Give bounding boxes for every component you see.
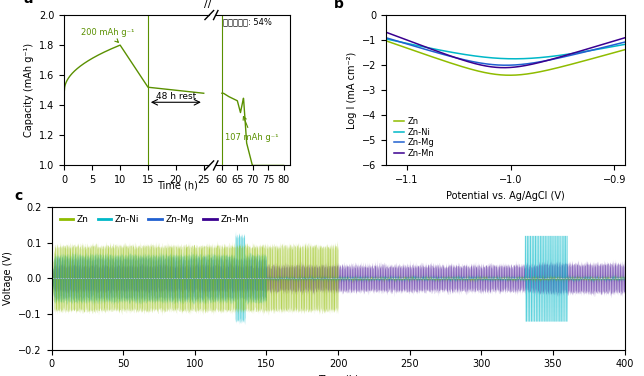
Zn <box>538 69 545 74</box>
Text: c: c <box>14 189 23 203</box>
Zn <box>560 64 568 68</box>
Zn-Ni <box>526 56 533 61</box>
Text: //: // <box>204 0 212 9</box>
Line: Zn-Mn: Zn-Mn <box>386 32 625 68</box>
Zn <box>526 71 533 76</box>
Zn-Mn <box>538 60 545 64</box>
Zn-Mn <box>526 62 533 67</box>
Y-axis label: Log I (mA cm⁻²): Log I (mA cm⁻²) <box>346 52 357 129</box>
X-axis label: Potential vs. Ag/AgCl (V): Potential vs. Ag/AgCl (V) <box>446 191 565 201</box>
Zn-Mg <box>383 36 390 40</box>
Text: 200 mAh g⁻¹: 200 mAh g⁻¹ <box>81 27 135 42</box>
Zn-Mg <box>502 63 510 67</box>
Zn-Mg <box>560 55 568 59</box>
Zn-Ni <box>511 56 518 61</box>
Zn <box>506 73 513 77</box>
Zn-Mg <box>526 61 533 66</box>
Zn-Mn <box>500 65 508 70</box>
Zn-Mn <box>473 62 481 67</box>
Legend: Zn, Zn-Ni, Zn-Mg, Zn-Mn: Zn, Zn-Ni, Zn-Mg, Zn-Mn <box>56 211 252 227</box>
Zn <box>578 59 586 64</box>
Line: Zn-Mg: Zn-Mg <box>386 38 625 65</box>
Zn-Ni <box>538 55 545 60</box>
Zn-Mn <box>383 30 390 35</box>
Zn <box>621 47 629 52</box>
Zn <box>383 39 390 43</box>
Zn <box>426 54 433 58</box>
Y-axis label: Voltage (V): Voltage (V) <box>3 251 13 305</box>
Zn-Mg <box>538 59 545 64</box>
Zn-Ni <box>383 37 390 41</box>
Zn-Mg <box>578 50 586 55</box>
Zn-Ni <box>560 53 568 57</box>
Legend: Zn, Zn-Ni, Zn-Mg, Zn-Mn: Zn, Zn-Ni, Zn-Mg, Zn-Mn <box>390 114 437 161</box>
Zn-Mg <box>473 60 481 65</box>
Text: 107 mAh g⁻¹: 107 mAh g⁻¹ <box>225 117 278 142</box>
Zn-Ni <box>621 42 629 47</box>
Zn-Ni <box>426 46 433 50</box>
Text: Time (h): Time (h) <box>156 180 198 191</box>
X-axis label: Time (h): Time (h) <box>317 375 359 376</box>
Line: Zn-Ni: Zn-Ni <box>386 39 625 59</box>
Line: Zn: Zn <box>386 41 625 75</box>
Zn-Mn <box>578 48 586 53</box>
Zn <box>473 69 481 73</box>
Text: a: a <box>24 0 33 6</box>
Zn-Mg <box>426 49 433 53</box>
Zn-Mg <box>621 40 629 44</box>
Zn-Ni <box>473 54 481 59</box>
Zn-Mn <box>426 46 433 51</box>
Zn-Mn <box>621 36 629 40</box>
Text: b: b <box>334 0 344 11</box>
Zn-Mn <box>560 53 568 58</box>
Text: 48 h rest: 48 h rest <box>156 91 196 100</box>
Y-axis label: Capacity (mAh g⁻¹): Capacity (mAh g⁻¹) <box>24 43 33 137</box>
Zn-Ni <box>578 50 586 54</box>
Text: 자기방전률: 54%: 자기방전률: 54% <box>223 17 272 26</box>
